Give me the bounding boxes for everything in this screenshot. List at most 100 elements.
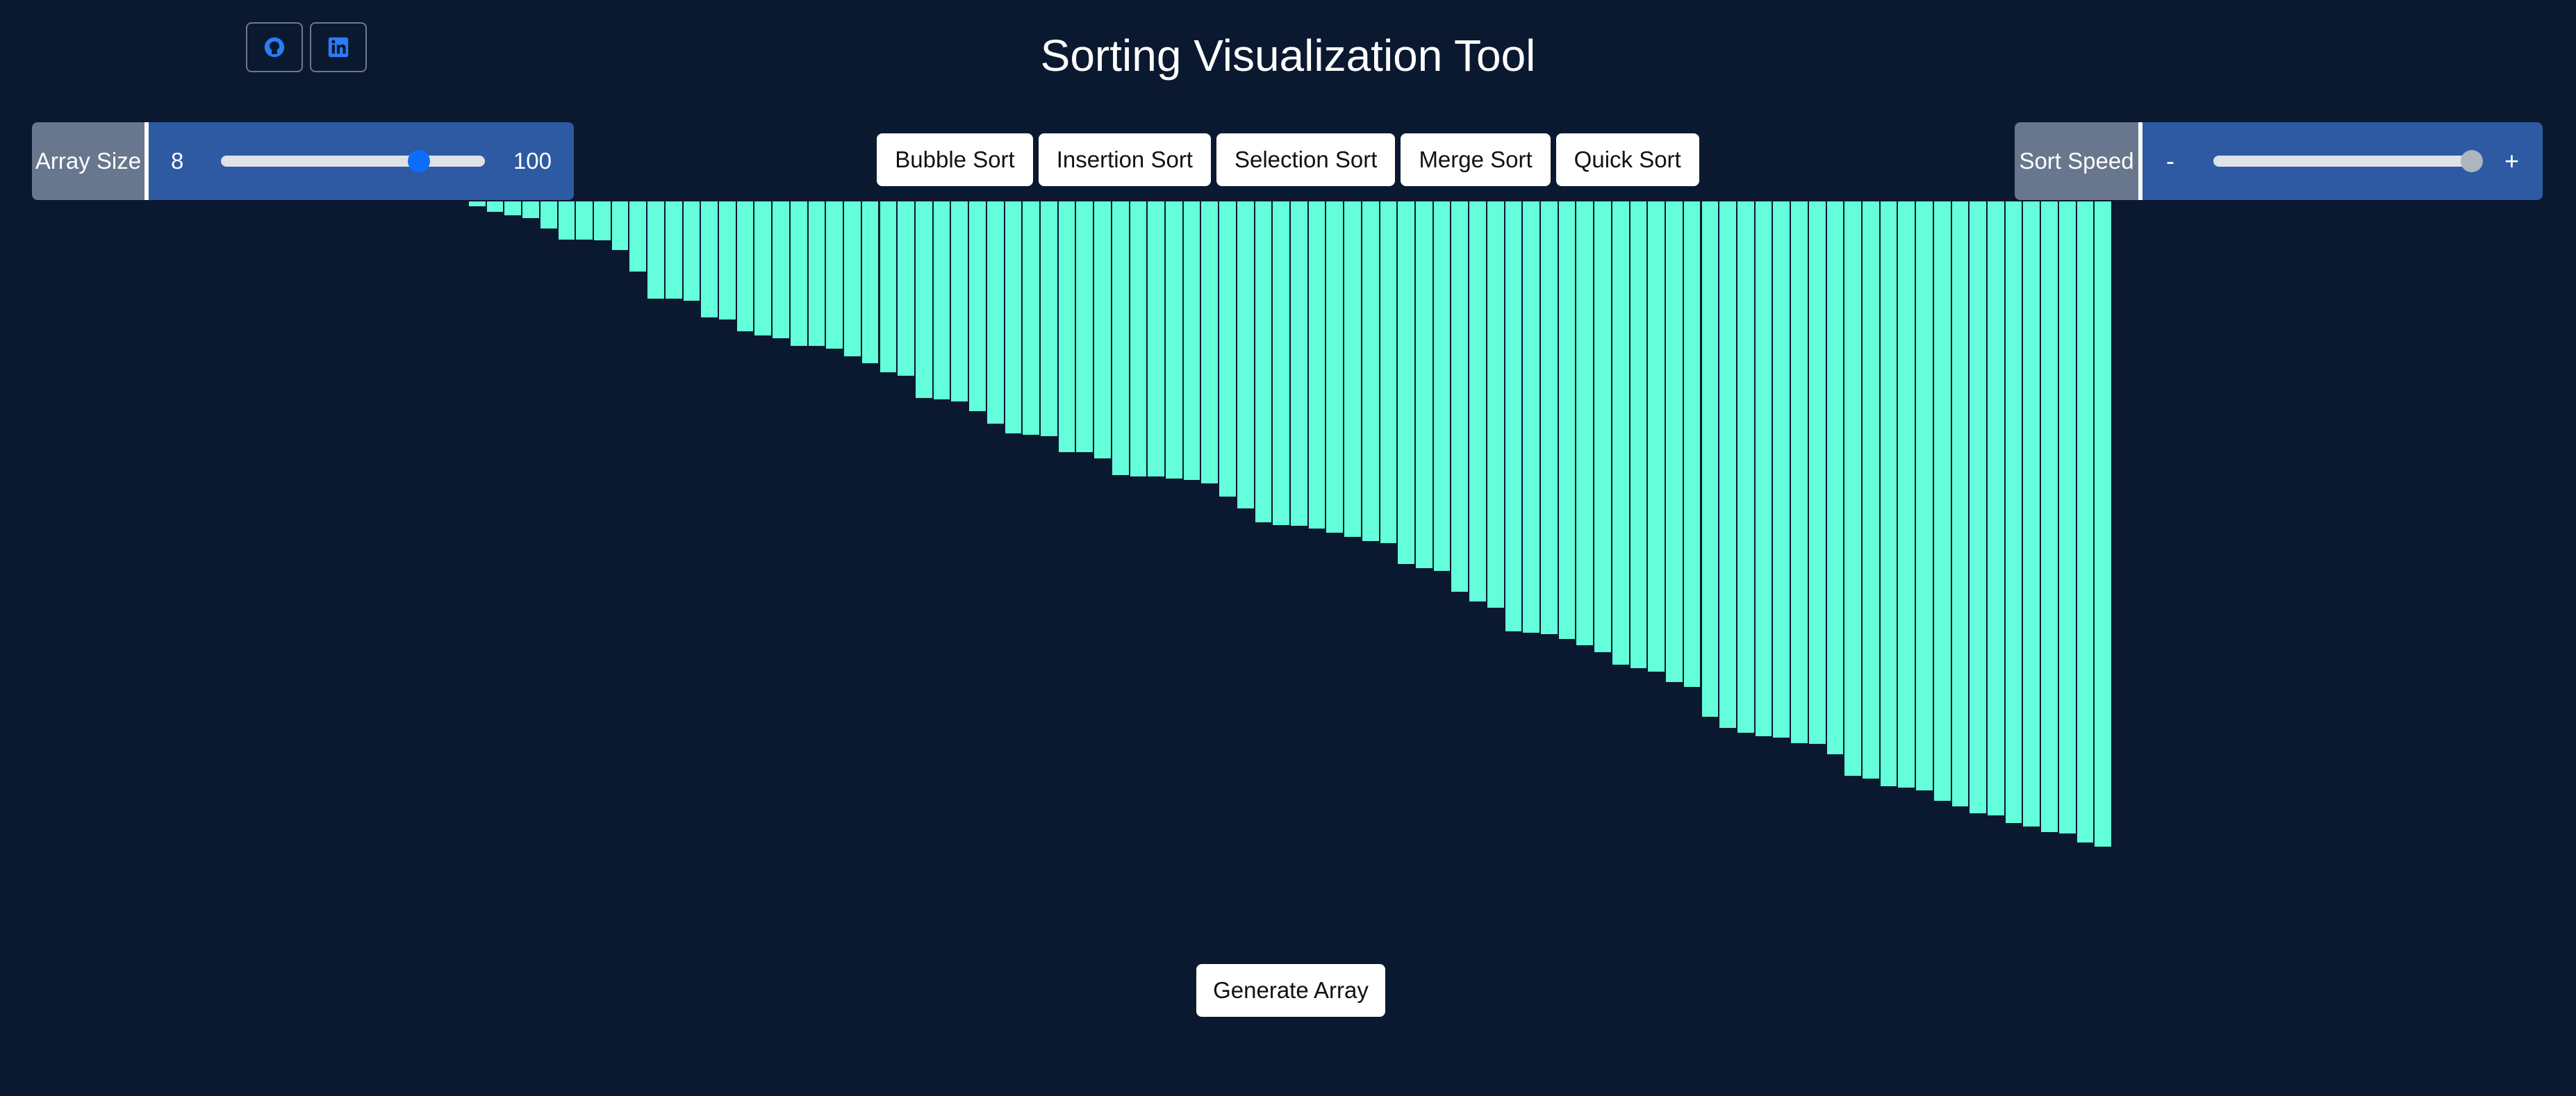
array-bar (1326, 201, 1344, 534)
array-size-min: 8 (171, 148, 184, 174)
array-bar (1164, 201, 1183, 480)
array-bar (861, 201, 880, 364)
array-bar (1290, 201, 1308, 527)
array-bars (468, 201, 2112, 847)
speed-decrease-button[interactable]: - (2166, 147, 2174, 175)
selection-sort-button[interactable]: Selection Sort (1216, 133, 1396, 186)
array-bar (1540, 201, 1558, 636)
generate-array-button[interactable]: Generate Array (1196, 964, 1385, 1017)
array-bar (1879, 201, 1898, 788)
page-title: Sorting Visualization Tool (1040, 31, 1536, 81)
array-bar (1469, 201, 1487, 603)
array-bar (593, 201, 611, 241)
array-bar (1558, 201, 1576, 640)
array-bar (1772, 201, 1791, 738)
array-bar (1254, 201, 1273, 524)
array-bar (968, 201, 986, 413)
array-bar (1451, 201, 1469, 592)
array-bar (1808, 201, 1826, 745)
sort-speed-slider-thumb[interactable] (2461, 150, 2483, 172)
array-bar (1182, 201, 1201, 481)
array-bar (1790, 201, 1808, 744)
array-bar (1147, 201, 1165, 477)
array-size-slider-group: 8 100 (149, 122, 574, 200)
array-bar (1039, 201, 1058, 437)
array-bar (1522, 201, 1541, 633)
quick-sort-button[interactable]: Quick Sort (1555, 133, 1699, 186)
array-bar (1022, 201, 1040, 436)
array-bar (557, 201, 576, 240)
array-bar (1915, 201, 1933, 791)
array-bar (1004, 201, 1023, 434)
array-bar (1826, 201, 1844, 756)
array-bar (1594, 201, 1612, 654)
linkedin-icon (328, 37, 349, 58)
github-button[interactable] (246, 22, 303, 72)
array-bar (629, 201, 647, 272)
array-bar (1629, 201, 1648, 670)
speed-increase-button[interactable]: + (2504, 147, 2519, 175)
array-bar (1415, 201, 1433, 569)
array-bar (1057, 201, 1076, 453)
array-bar (2094, 201, 2112, 847)
array-bar (1861, 201, 1880, 779)
array-bar (754, 201, 773, 337)
array-bar (2076, 201, 2095, 844)
merge-sort-button[interactable]: Merge Sort (1401, 133, 1551, 186)
array-bar (611, 201, 629, 251)
array-bar (2004, 201, 2023, 824)
bubble-sort-button[interactable]: Bubble Sort (877, 133, 1033, 186)
array-bar (772, 201, 790, 339)
array-bar (1986, 201, 2005, 816)
array-bar (700, 201, 719, 319)
array-bar (1236, 201, 1255, 509)
array-bar (825, 201, 844, 350)
array-bar (1647, 201, 1666, 673)
array-bar (986, 201, 1005, 425)
array-bar (1736, 201, 1755, 733)
array-bar (1361, 201, 1380, 542)
array-size-slider[interactable] (221, 150, 485, 172)
github-icon (264, 37, 285, 58)
sort-speed-control: Sort Speed - + (2015, 122, 2543, 200)
array-bar (1397, 201, 1415, 565)
sort-speed-label: Sort Speed (2015, 122, 2142, 200)
sort-speed-slider-group: - + (2142, 122, 2543, 200)
array-bar (1093, 201, 1112, 459)
array-bar (486, 201, 504, 213)
array-bar (1754, 201, 1773, 737)
sort-speed-slider[interactable] (2213, 150, 2483, 172)
array-bar (843, 201, 861, 357)
array-bar (789, 201, 808, 347)
array-bar (1701, 201, 1719, 718)
array-size-slider-thumb[interactable] (408, 150, 430, 172)
array-bar (1719, 201, 1737, 729)
array-bar (575, 201, 593, 240)
array-bar (950, 201, 969, 403)
array-bar (1933, 201, 1951, 802)
array-bar (664, 201, 683, 300)
array-bar (736, 201, 754, 332)
array-bar (1307, 201, 1326, 530)
array-bar (647, 201, 665, 300)
array-bar (2058, 201, 2077, 835)
linkedin-button[interactable] (310, 22, 367, 72)
array-bar (718, 201, 736, 320)
array-bar (522, 201, 540, 219)
array-bar (1111, 201, 1130, 476)
array-size-label: Array Size (32, 122, 149, 200)
array-bar (1665, 201, 1683, 683)
array-bar (914, 201, 933, 399)
array-bar (1486, 201, 1505, 609)
array-bar (879, 201, 898, 373)
array-bar (1951, 201, 1970, 807)
array-bar (1075, 201, 1094, 453)
array-bar (1897, 201, 1916, 788)
array-bar (1433, 201, 1451, 572)
insertion-sort-button[interactable]: Insertion Sort (1038, 133, 1211, 186)
array-bar (932, 201, 951, 401)
array-bar (807, 201, 826, 347)
array-bar (1844, 201, 1862, 777)
array-bar (1504, 201, 1523, 632)
array-size-max: 100 (513, 148, 552, 174)
